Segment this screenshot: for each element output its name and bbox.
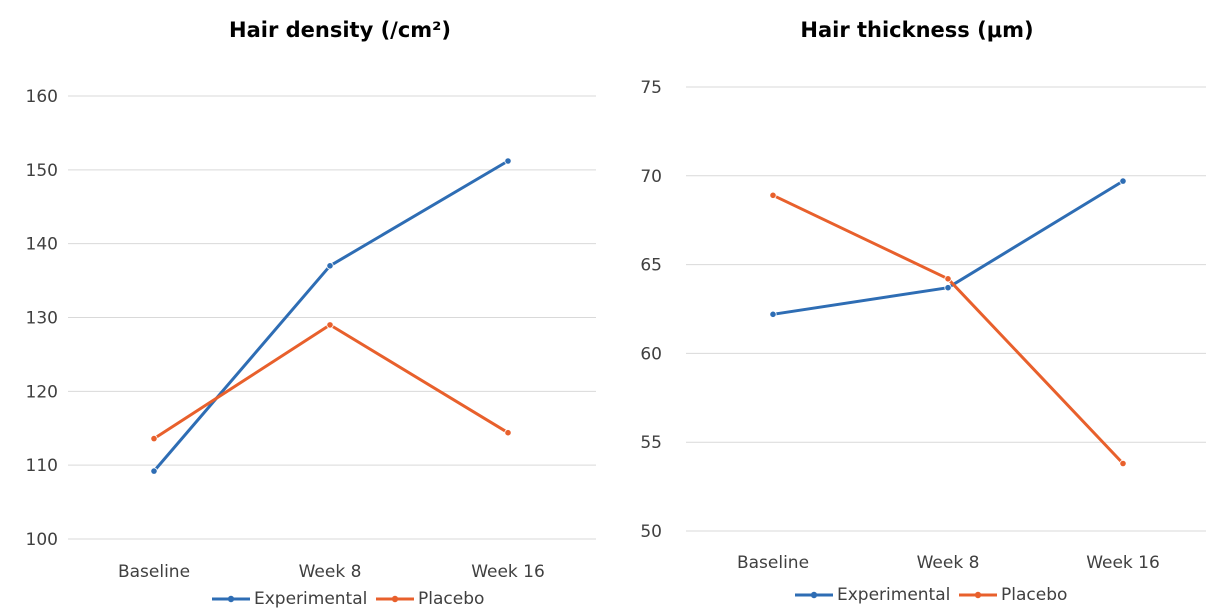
- chart-thickness-series-placebo-line: [772, 193, 1125, 465]
- chart-thickness-ytick-label-60: 60: [640, 344, 662, 364]
- chart-density-series-placebo-point-baseline: [150, 434, 158, 443]
- chart-thickness-series-placebo-point-week-16: [1119, 459, 1127, 468]
- chart-thickness-ytick-label-70: 70: [640, 167, 662, 187]
- chart-density-ytick-label-160: 160: [26, 87, 58, 107]
- chart-thickness-title: Hair thickness (μm): [800, 18, 1033, 42]
- chart-thickness-ytick-label-75: 75: [640, 78, 662, 98]
- chart-density-series-placebo-point-week-8: [326, 321, 334, 329]
- chart-thickness-series-experimental-point-week-8: [944, 284, 952, 292]
- chart-thickness-series-placebo-point-week-8: [944, 275, 952, 283]
- chart-density-legend-label-placebo: Placebo: [418, 589, 484, 609]
- chart-thickness-series-placebo-point-baseline: [769, 191, 777, 199]
- chart-thickness-series-experimental-line: [772, 179, 1124, 316]
- chart-density-series-placebo-point-week-16: [504, 429, 512, 437]
- chart-density-ytick-label-150: 150: [26, 161, 58, 181]
- chart-thickness-xtick-label-week-8: Week 8: [917, 553, 980, 573]
- chart-thickness-legend-marker-placebo: [974, 591, 982, 599]
- chart-thickness-xtick-label-week-16: Week 16: [1086, 553, 1160, 573]
- chart-thickness-ytick-label-65: 65: [640, 256, 662, 276]
- chart-thickness-legend-label-experimental: Experimental: [837, 585, 950, 605]
- chart-density-series-experimental-line: [152, 159, 509, 473]
- chart-density-xtick-label-week-8: Week 8: [299, 562, 362, 582]
- chart-thickness-series-experimental-point-week-16: [1119, 177, 1127, 185]
- chart-density-ytick-label-110: 110: [26, 456, 58, 476]
- chart-density-legend-marker-experimental: [227, 595, 235, 603]
- chart-density-legend-marker-placebo: [391, 595, 399, 603]
- chart-thickness-ytick-label-55: 55: [640, 433, 662, 453]
- chart-thickness-series-experimental-point-baseline: [769, 310, 777, 318]
- chart-density-series-experimental-point-baseline: [150, 467, 158, 475]
- chart-density-xtick-label-baseline: Baseline: [118, 562, 190, 582]
- chart-density-title: Hair density (/cm²): [229, 18, 451, 42]
- chart-density-ytick-label-140: 140: [26, 235, 58, 255]
- chart-thickness-legend-marker-experimental: [810, 591, 818, 599]
- chart-density-ytick-label-130: 130: [26, 309, 58, 329]
- chart-density-ytick-label-120: 120: [26, 382, 58, 402]
- chart-thickness-legend-label-placebo: Placebo: [1001, 585, 1067, 605]
- chart-density-series-placebo-line: [153, 323, 509, 440]
- chart-thickness-xtick-label-baseline: Baseline: [737, 553, 809, 573]
- chart-density-series-experimental-point-week-16: [504, 157, 512, 165]
- chart-density-series-experimental-point-week-8: [326, 262, 334, 270]
- chart-density-ytick-label-100: 100: [26, 530, 58, 550]
- chart-thickness-ytick-label-50: 50: [640, 522, 662, 542]
- chart-density-xtick-label-week-16: Week 16: [471, 562, 545, 582]
- chart-density-legend-label-experimental: Experimental: [254, 589, 367, 609]
